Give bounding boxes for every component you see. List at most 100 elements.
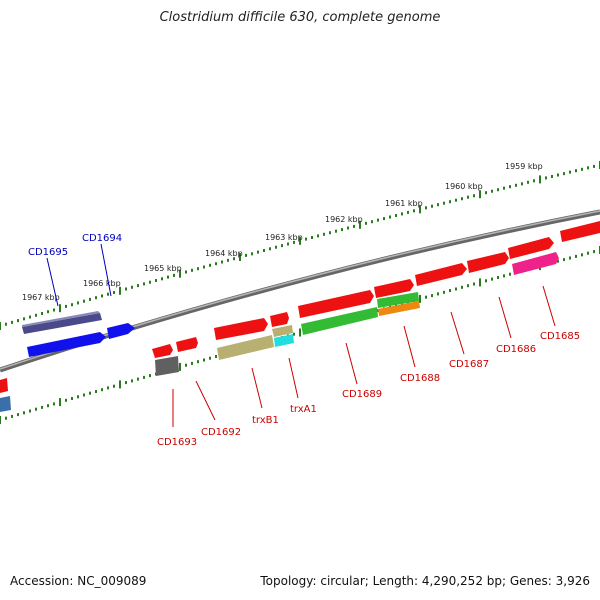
minor-tick — [443, 290, 445, 294]
minor-tick — [227, 258, 229, 262]
major-tick — [539, 175, 541, 184]
gene-red-3[interactable] — [298, 290, 374, 318]
minor-tick — [407, 210, 409, 214]
minor-tick — [113, 384, 115, 388]
minor-tick — [137, 377, 139, 381]
minor-tick — [341, 228, 343, 232]
minor-tick — [125, 287, 127, 291]
minor-tick — [503, 186, 505, 190]
minor-tick — [5, 416, 7, 420]
minor-tick — [191, 361, 193, 365]
minor-tick — [563, 258, 565, 262]
minor-tick — [377, 309, 379, 313]
major-tick — [59, 398, 61, 407]
gene-cd1686-arrow[interactable] — [467, 252, 509, 273]
minor-tick — [77, 395, 79, 399]
minor-tick — [71, 303, 73, 307]
minor-tick — [209, 263, 211, 267]
gene-label-cd1687[interactable]: CD1687 — [449, 359, 489, 370]
gene-red-4[interactable] — [374, 279, 414, 298]
gene-cd1693-arrow[interactable] — [155, 356, 179, 376]
gene-label-cd1688[interactable]: CD1688 — [400, 373, 440, 384]
major-tick — [479, 278, 481, 287]
minor-tick — [509, 272, 511, 276]
major-tick — [0, 322, 1, 330]
gene-red-1[interactable] — [214, 318, 268, 340]
minor-tick — [89, 391, 91, 395]
outer-tick-row — [0, 161, 600, 330]
minor-tick — [107, 292, 109, 296]
minor-tick — [365, 221, 367, 225]
minor-tick — [563, 172, 565, 176]
minor-tick — [587, 166, 589, 170]
tick-label: 1961 kbp — [385, 199, 423, 208]
label-leaders — [46, 243, 556, 427]
gene-cd1695-top — [22, 311, 100, 327]
minor-tick — [185, 363, 187, 367]
major-tick — [119, 380, 121, 389]
gene-left-blue[interactable] — [0, 396, 11, 412]
major-tick — [179, 269, 181, 278]
gene-cd1695-arrow[interactable] — [22, 313, 102, 334]
minor-tick — [383, 217, 385, 221]
gene-label-cd1685[interactable]: CD1685 — [540, 331, 580, 342]
minor-tick — [269, 247, 271, 251]
minor-tick — [557, 173, 559, 177]
gene-label-trxb1[interactable]: trxB1 — [252, 415, 279, 426]
gene-red-5[interactable] — [508, 237, 554, 259]
minor-tick — [569, 170, 571, 174]
gene-label-cd1686[interactable]: CD1686 — [496, 344, 536, 355]
minor-tick — [53, 308, 55, 312]
gene-cd1688-arrow[interactable] — [378, 301, 420, 316]
gene-cd1694-arrow-b[interactable] — [107, 323, 135, 339]
minor-tick — [65, 304, 67, 308]
minor-tick — [257, 250, 259, 254]
minor-tick — [527, 180, 529, 184]
minor-tick — [71, 397, 73, 400]
gene-cd1692-arrow-a[interactable] — [152, 344, 173, 358]
gene-cd1694-arrow-a[interactable] — [27, 332, 106, 357]
tick-label: 1959 kbp — [505, 162, 543, 171]
minor-tick — [47, 404, 49, 408]
minor-tick — [263, 249, 265, 252]
gene-label-cd1693[interactable]: CD1693 — [157, 437, 197, 448]
tick-label: 1967 kbp — [22, 293, 60, 302]
gene-label-cd1695[interactable]: CD1695 — [28, 247, 68, 258]
gene-cd1692-arrow-b[interactable] — [176, 337, 198, 352]
minor-tick — [431, 294, 433, 298]
minor-tick — [485, 279, 487, 283]
minor-tick — [545, 176, 547, 180]
tick-label: 1960 kbp — [445, 182, 483, 191]
minor-tick — [11, 414, 13, 418]
tick-label: 1962 kbp — [325, 215, 363, 224]
gene-trxa1-arrow[interactable] — [274, 334, 294, 347]
gene-left-red[interactable] — [0, 378, 8, 393]
minor-tick — [233, 257, 235, 261]
major-tick — [479, 190, 481, 199]
gene-cd1689-arrow-b[interactable] — [377, 292, 419, 308]
gene-red-2[interactable] — [270, 312, 289, 327]
minor-tick — [191, 268, 193, 272]
minor-tick — [425, 295, 427, 299]
major-tick — [0, 416, 1, 424]
minor-tick — [251, 252, 253, 256]
gene-label-cd1692[interactable]: CD1692 — [201, 427, 241, 438]
gene-cd1689-arrow[interactable] — [301, 307, 378, 335]
minor-tick — [497, 276, 499, 279]
gene-cd1685-arrow[interactable] — [512, 252, 559, 275]
gene-label-cd1689[interactable]: CD1689 — [342, 389, 382, 400]
minor-tick — [143, 282, 145, 286]
minor-tick — [581, 167, 583, 171]
gene-cd1687-arrow[interactable] — [415, 263, 467, 286]
gene-label-trxa1[interactable]: trxA1 — [290, 404, 317, 415]
gene-label-cd1694[interactable]: CD1694 — [82, 233, 122, 244]
minor-tick — [455, 198, 457, 202]
accession-label: Accession: NC_009089 — [10, 574, 147, 588]
major-tick — [419, 205, 421, 214]
gene-trxb1-arrow[interactable] — [217, 335, 274, 360]
minor-tick — [575, 169, 577, 173]
gene-red-6[interactable] — [560, 221, 600, 242]
minor-tick — [77, 301, 79, 305]
